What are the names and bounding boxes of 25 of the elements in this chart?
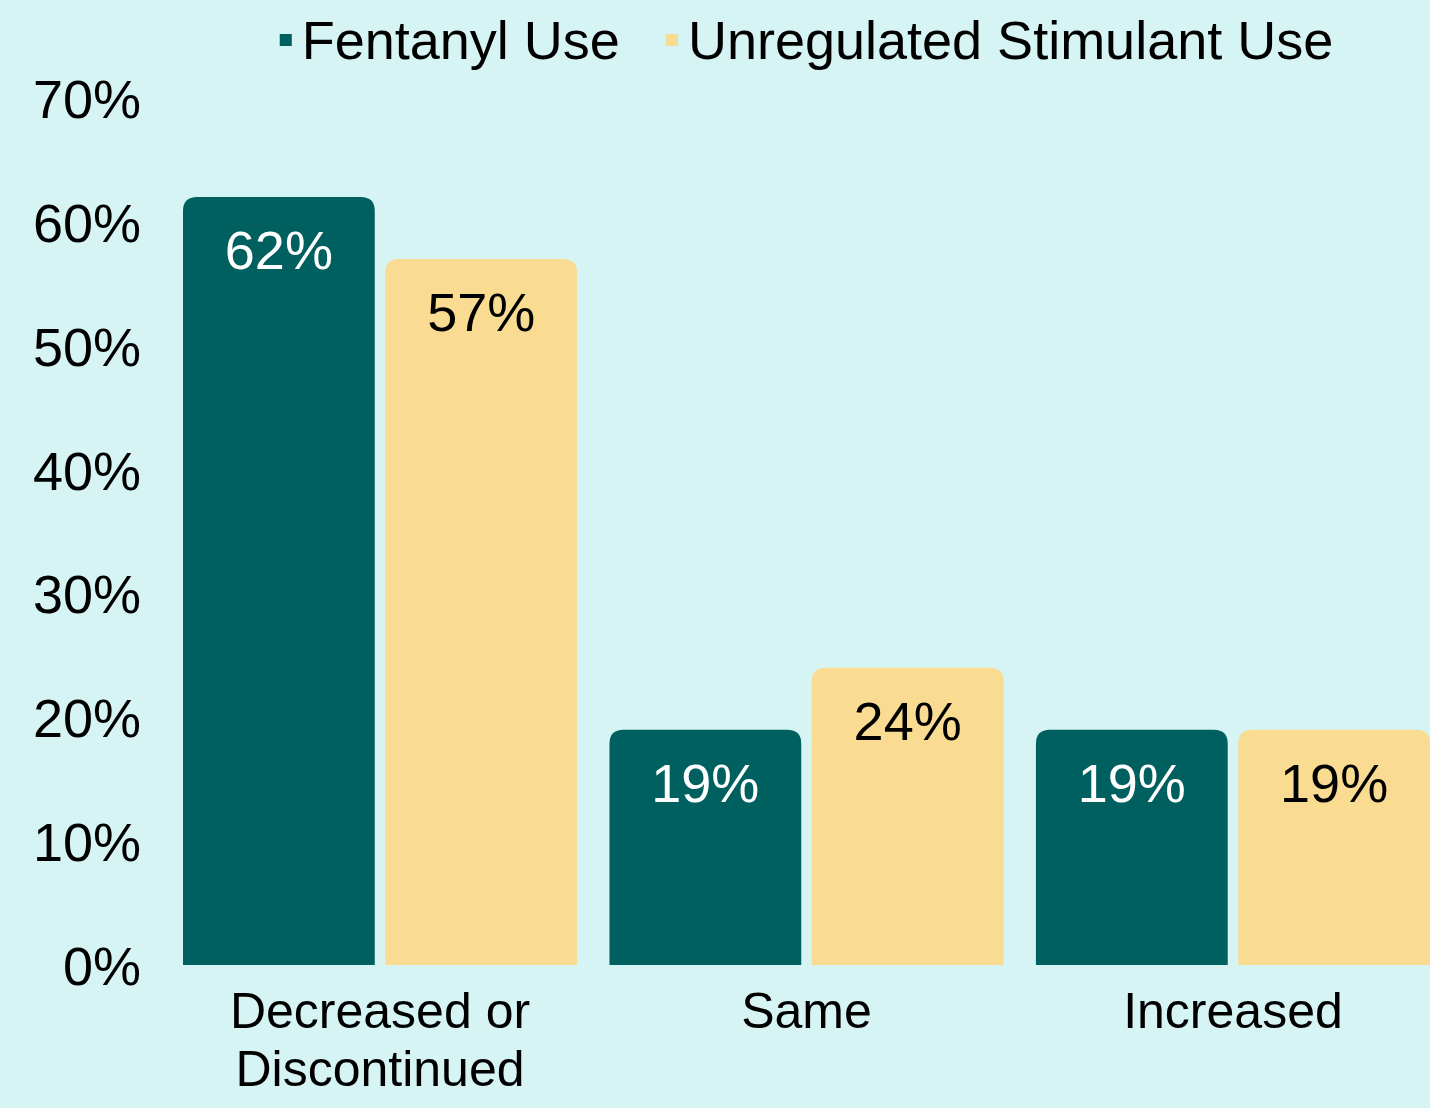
y-tick-label: 60% — [32, 192, 141, 253]
y-tick-label: 30% — [32, 564, 141, 625]
bar — [183, 197, 375, 965]
data-label: 57% — [427, 282, 536, 343]
data-label: 62% — [224, 220, 333, 281]
x-tick-label: Decreased or Discontinued — [229, 983, 531, 1097]
x-tick-label: Same — [741, 983, 872, 1039]
bar — [1238, 729, 1430, 965]
bar — [609, 729, 802, 965]
y-tick-label: 40% — [32, 440, 141, 501]
data-label: 19% — [1280, 752, 1389, 813]
bar — [1035, 729, 1228, 965]
data-label: 19% — [651, 752, 760, 813]
legend-label: Fentanyl Use — [301, 10, 620, 71]
bar — [385, 259, 578, 965]
y-tick-label: 0% — [62, 935, 141, 996]
y-tick-label: 10% — [32, 812, 141, 873]
bar — [811, 667, 1004, 965]
data-label: 19% — [1077, 752, 1186, 813]
y-tick-label: 70% — [32, 68, 141, 129]
y-tick-label: 20% — [32, 688, 141, 749]
legend-label: Unregulated Stimulant Use — [687, 10, 1334, 71]
data-label: 24% — [853, 690, 962, 751]
y-tick-label: 50% — [32, 316, 141, 377]
x-tick-label: Increased — [1123, 983, 1343, 1039]
